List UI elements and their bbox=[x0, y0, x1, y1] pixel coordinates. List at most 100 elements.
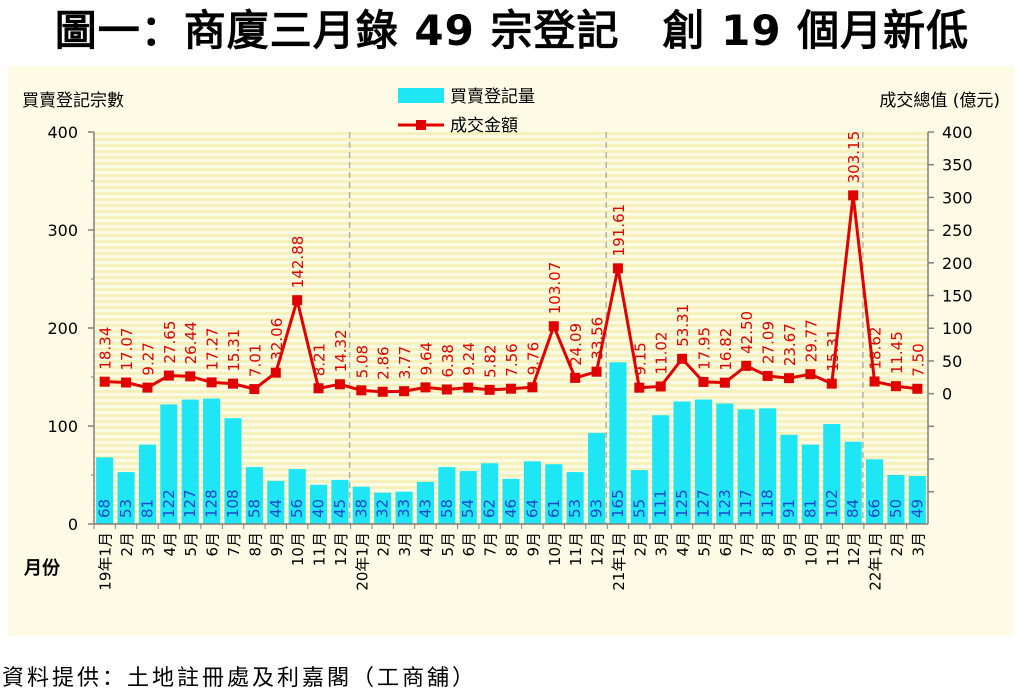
bar-value-label: 58 bbox=[438, 499, 456, 518]
bar bbox=[245, 467, 263, 524]
bar bbox=[865, 459, 884, 524]
x-tick-label: 12月 bbox=[845, 532, 863, 566]
bar bbox=[566, 472, 584, 524]
x-tick-label: 20年1月 bbox=[353, 532, 371, 591]
line-value-label: 26.44 bbox=[182, 321, 200, 364]
line-value-label: 7.50 bbox=[909, 343, 927, 376]
bar-value-label: 123 bbox=[716, 489, 734, 518]
bar-value-label: 165 bbox=[609, 489, 627, 518]
line-value-label: 5.08 bbox=[353, 345, 371, 378]
bar-value-label: 127 bbox=[694, 489, 712, 518]
right-tick-label: 150 bbox=[942, 287, 973, 306]
bar-value-label: 118 bbox=[759, 489, 777, 518]
bars-layer bbox=[96, 362, 926, 524]
x-tick-label: 5月 bbox=[182, 532, 200, 557]
x-tick-label: 12月 bbox=[332, 532, 350, 566]
line-point bbox=[334, 379, 345, 390]
bar-value-label: 128 bbox=[203, 489, 221, 518]
legend-line-label: 成交金額 bbox=[450, 116, 518, 136]
left-tick-label: 100 bbox=[47, 417, 78, 436]
right-tick-label: 0 bbox=[942, 385, 952, 404]
bar-value-label: 40 bbox=[310, 499, 328, 518]
line-point bbox=[142, 382, 153, 393]
line-value-label: 27.65 bbox=[161, 321, 179, 364]
line-point bbox=[463, 382, 474, 393]
x-tick-label: 6月 bbox=[460, 532, 478, 557]
bar-value-label: 111 bbox=[652, 489, 670, 518]
bar-value-label: 122 bbox=[160, 489, 178, 518]
x-tick-label: 12月 bbox=[589, 532, 607, 566]
bar bbox=[823, 424, 841, 524]
bar-value-label: 61 bbox=[545, 499, 563, 518]
line-point bbox=[591, 366, 602, 377]
bar-value-label: 50 bbox=[887, 499, 905, 518]
page-title: 圖一：商廈三月錄 49 宗登記 創 19 個月新低 bbox=[54, 6, 970, 55]
x-tick-label: 2月 bbox=[888, 532, 906, 557]
line-value-label: 191.61 bbox=[610, 204, 628, 256]
x-tick-label: 11月 bbox=[311, 532, 329, 566]
bar bbox=[609, 362, 627, 524]
bar bbox=[96, 457, 114, 524]
right-tick-label: 50 bbox=[942, 352, 962, 371]
left-tick-label: 0 bbox=[68, 515, 78, 534]
bar bbox=[288, 469, 306, 524]
line-point bbox=[805, 369, 816, 380]
line-value-label: 17.27 bbox=[204, 327, 222, 370]
right-tick-label: 350 bbox=[942, 156, 973, 175]
bar-value-label: 127 bbox=[181, 489, 199, 518]
bar bbox=[181, 399, 199, 524]
line-value-label: 303.15 bbox=[845, 131, 863, 184]
line-value-label: 24.09 bbox=[567, 323, 585, 366]
x-tick-label: 21年1月 bbox=[610, 532, 628, 591]
bar bbox=[801, 444, 819, 524]
x-tick-label: 9月 bbox=[268, 532, 286, 557]
line-value-label: 17.07 bbox=[118, 328, 136, 371]
line-value-label: 42.50 bbox=[738, 311, 756, 354]
right-axis-title: 成交總值 (億元) bbox=[879, 91, 1000, 111]
bar bbox=[759, 408, 777, 524]
bar-value-label: 84 bbox=[844, 499, 862, 518]
line-value-label: 2.86 bbox=[375, 346, 393, 379]
line-value-label: 17.95 bbox=[695, 327, 713, 370]
bar-value-label: 43 bbox=[416, 499, 434, 518]
x-tick-label: 3月 bbox=[653, 532, 671, 557]
bar bbox=[374, 492, 392, 524]
line-point bbox=[548, 321, 559, 332]
bar bbox=[502, 478, 520, 524]
x-tick-label: 8月 bbox=[246, 532, 264, 557]
bar-value-label: 68 bbox=[96, 499, 114, 518]
line-value-label: 15.31 bbox=[225, 329, 243, 372]
x-tick-label: 11月 bbox=[567, 532, 585, 566]
line-point bbox=[784, 373, 794, 384]
x-tick-label: 6月 bbox=[717, 532, 735, 557]
x-tick-label: 6月 bbox=[204, 532, 222, 557]
line-value-label: 11.45 bbox=[888, 331, 906, 374]
line-value-label: 33.56 bbox=[589, 317, 607, 360]
line-point bbox=[484, 384, 495, 395]
x-tick-label: 9月 bbox=[524, 532, 542, 557]
bar-value-label: 117 bbox=[737, 489, 755, 518]
line-value-label: 9.64 bbox=[417, 342, 435, 375]
legend-line-marker bbox=[416, 120, 426, 130]
right-tick-label: 300 bbox=[942, 188, 973, 207]
line-point bbox=[206, 377, 217, 388]
line-point bbox=[826, 378, 837, 389]
chart-panel: 68 53 81 122 127 128 108 58 44 56 40 45 38 32 33 43 58 54… bbox=[8, 66, 1014, 636]
line-point bbox=[420, 382, 431, 393]
line-point bbox=[313, 383, 324, 394]
line-value-label: 8.21 bbox=[311, 343, 329, 376]
bar-value-label: 53 bbox=[117, 499, 135, 518]
line-point bbox=[612, 263, 623, 274]
bar bbox=[416, 481, 435, 524]
x-tick-label: 5月 bbox=[695, 532, 713, 557]
bar bbox=[673, 401, 691, 524]
line-point bbox=[655, 381, 666, 392]
line-value-label: 103.07 bbox=[546, 262, 564, 315]
line-point bbox=[698, 376, 709, 387]
bar bbox=[587, 432, 606, 524]
x-tick-label: 10月 bbox=[289, 532, 307, 566]
x-tick-label: 2月 bbox=[375, 532, 393, 557]
line-labels-layer: 18.34 17.07 9.27 27.65 26.44 17.27 15.31 7.01 32… bbox=[97, 131, 928, 380]
x-tick-label: 10月 bbox=[802, 532, 820, 566]
line-value-label: 53.31 bbox=[674, 304, 692, 347]
